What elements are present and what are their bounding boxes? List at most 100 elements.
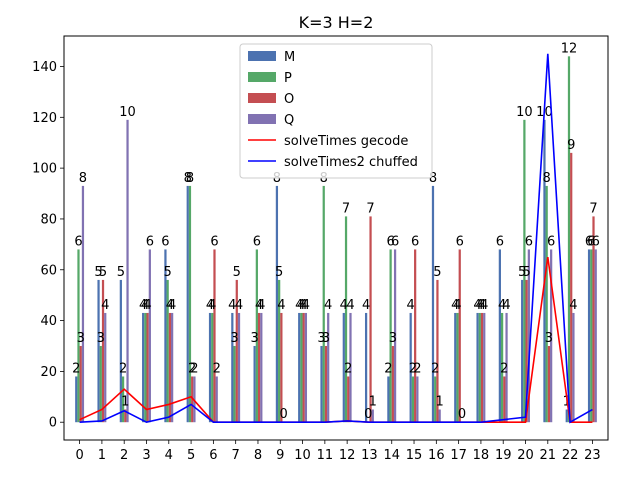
bar-label-M-18: 4 [473, 298, 481, 313]
bar-label-O-5: 2 [188, 361, 196, 376]
bar-label-Q-1: 4 [101, 298, 109, 313]
bar-label-O-12: 2 [344, 361, 352, 376]
bar-label-M-3: 4 [139, 298, 147, 313]
x-tick-label-12: 12 [339, 448, 356, 463]
bar-P-6 [211, 312, 214, 423]
bar-label-M-4: 6 [161, 234, 169, 249]
bar-label-M-7: 4 [228, 298, 236, 313]
bar-Q-1 [104, 312, 107, 423]
bar-M-9 [275, 185, 279, 423]
legend-box [239, 43, 433, 179]
bar-label-M-20: 5 [518, 265, 526, 280]
bar-Q-15 [416, 376, 419, 423]
bar-M-13 [364, 312, 368, 423]
bar-M-3 [142, 312, 145, 423]
bar-label-P-4: 5 [164, 265, 172, 280]
bar-label-O-3: 4 [143, 298, 151, 313]
x-tick-label-3: 3 [142, 448, 150, 463]
bar-label-M-0: 2 [72, 361, 80, 376]
bar-label-O-19: 2 [500, 361, 508, 376]
y-tick-label-80: 80 [40, 212, 57, 227]
bar-M-16 [431, 185, 435, 423]
x-tick-label-21: 21 [540, 448, 557, 463]
bar-O-0 [79, 345, 82, 423]
bar-label-M-16: 8 [429, 171, 437, 186]
bar-O-17 [458, 249, 461, 423]
bar-O-7 [235, 279, 238, 423]
bar-label-O-16: 5 [433, 265, 441, 280]
bar-label-O-7: 5 [233, 265, 241, 280]
bar-O-4 [168, 312, 172, 423]
bar-label-P-12: 7 [342, 201, 350, 216]
bar-label-M-14: 2 [384, 361, 392, 376]
legend-label-solveTimes2-chuffed: solveTimes2 chuffed [284, 155, 418, 170]
x-tick-label-22: 22 [562, 448, 579, 463]
bar-P-11 [322, 185, 325, 423]
bar-P-15 [411, 376, 415, 423]
bar-O-21 [547, 345, 551, 423]
bar-Q-12 [349, 312, 352, 423]
bar-Q-2 [126, 119, 129, 423]
bar-O-16 [436, 279, 439, 423]
bar-label-Q-19: 4 [502, 298, 510, 313]
bar-P-21 [545, 185, 548, 423]
bar-label-M-6: 4 [206, 298, 214, 313]
bar-label-M-2: 5 [117, 265, 125, 280]
bar-P-5 [188, 185, 192, 423]
bar-Q-6 [215, 376, 218, 423]
bar-P-18 [478, 312, 481, 423]
axes-frame [63, 35, 609, 441]
bar-P-12 [344, 216, 348, 423]
bar-label-Q-2: 10 [119, 105, 136, 120]
bar-label-Q-17: 0 [458, 407, 466, 422]
x-tick-label-4: 4 [165, 448, 173, 463]
bar-Q-13 [371, 409, 374, 423]
y-tick-label-100: 100 [32, 162, 57, 177]
bar-O-22 [570, 152, 573, 423]
legend-swatch-P [248, 72, 276, 82]
bar-O-10 [302, 312, 305, 423]
bar-P-19 [500, 312, 504, 423]
bar-M-17 [454, 312, 457, 423]
bar-label-Q-18: 4 [480, 298, 488, 313]
bar-label-P-14: 6 [386, 234, 394, 249]
bar-M-20 [521, 279, 524, 423]
bar-Q-22 [572, 312, 575, 423]
x-tick-label-1: 1 [98, 448, 106, 463]
x-tick-label-6: 6 [209, 448, 217, 463]
bar-label-M-23: 6 [585, 234, 593, 249]
bar-P-1 [99, 345, 102, 423]
bar-M-14 [387, 376, 390, 423]
x-tick-label-14: 14 [383, 448, 400, 463]
x-tick-label-11: 11 [317, 448, 334, 463]
bar-P-14 [389, 249, 392, 423]
bar-M-21 [543, 119, 546, 423]
bar-P-9 [278, 279, 281, 423]
bar-M-7 [231, 312, 234, 423]
bar-label-P-15: 2 [409, 361, 417, 376]
bar-O-20 [525, 279, 528, 423]
bar-Q-21 [550, 249, 553, 423]
bar-label-Q-23: 6 [592, 234, 600, 249]
bar-label-M-5: 8 [184, 171, 192, 186]
legend-label-solveTimes-gecode: solveTimes gecode [284, 134, 408, 149]
bar-O-14 [391, 345, 394, 423]
bar-label-P-1: 3 [97, 331, 105, 346]
bar-label-O-17: 6 [456, 234, 464, 249]
bar-label-Q-9: 0 [279, 407, 287, 422]
bar-O-3 [146, 312, 149, 423]
bar-O-5 [191, 376, 194, 423]
bar-label-Q-22: 4 [569, 298, 577, 313]
bar-Q-7 [237, 312, 241, 423]
x-tick-label-16: 16 [428, 448, 445, 463]
x-tick-label-5: 5 [187, 448, 195, 463]
bar-O-2 [124, 409, 127, 423]
bar-M-11 [320, 345, 323, 423]
bar-label-M-19: 6 [496, 234, 504, 249]
bar-label-Q-8: 4 [257, 298, 265, 313]
bar-Q-5 [193, 376, 196, 423]
legend-swatch-Q [248, 114, 276, 124]
bar-O-23 [592, 216, 595, 423]
bar-O-9 [280, 312, 283, 423]
legend-label-O: O [284, 92, 294, 107]
